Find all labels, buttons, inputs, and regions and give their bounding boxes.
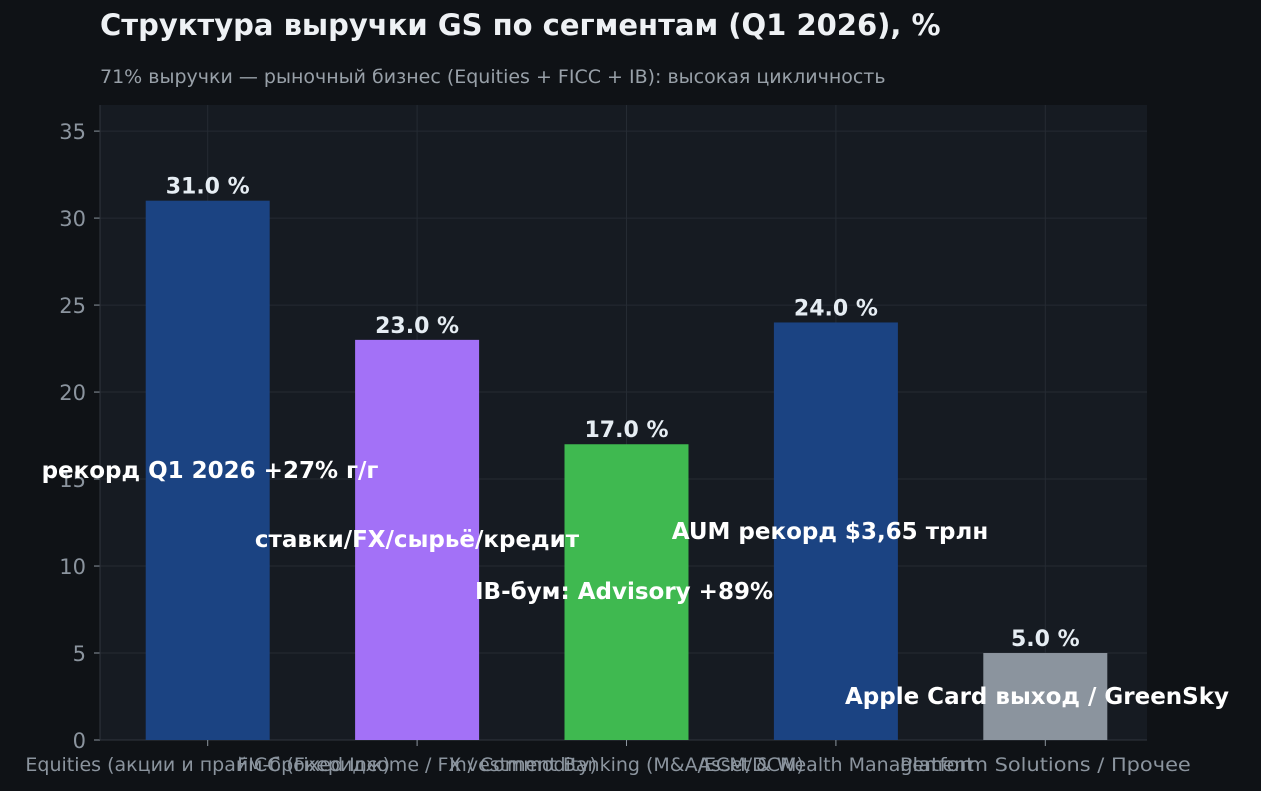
y-tick-label: 30 <box>59 207 86 231</box>
y-tick-label: 25 <box>59 294 86 318</box>
bar <box>564 444 689 740</box>
data-label: 24.0 % <box>794 296 878 321</box>
y-tick-label: 15 <box>59 468 86 492</box>
bar <box>145 200 270 740</box>
chart-title: Структура выручки GS по сегментам (Q1 20… <box>100 8 941 42</box>
y-tick-label: 5 <box>73 642 86 666</box>
x-tick-label: Equities (акции и прайм-брокеридж) <box>25 754 390 776</box>
data-label: 5.0 % <box>1011 627 1080 652</box>
annotation: AUM рекорд $3,65 трлн <box>672 519 988 545</box>
data-label: 31.0 % <box>166 175 250 200</box>
x-tick-label: FICC (Fixed Income / FX / Commodity) <box>237 754 597 776</box>
annotation: рекорд Q1 2026 +27% г/г <box>42 458 379 484</box>
bar <box>773 322 898 740</box>
y-tick-label: 35 <box>59 120 86 144</box>
bar <box>355 339 480 740</box>
x-tick-label: Asset & Wealth Management <box>698 754 974 776</box>
chart-subtitle: 71% выручки — рыночный бизнес (Equities … <box>100 66 886 88</box>
y-tick-label: 20 <box>59 381 86 405</box>
y-tick-label: 10 <box>59 555 86 579</box>
annotation: ставки/FX/сырьё/кредит <box>255 527 580 553</box>
annotation: IB-бум: Advisory +89% <box>475 579 773 605</box>
y-tick-label: 0 <box>73 729 86 753</box>
annotation: Apple Card выход / GreenSky <box>845 684 1229 710</box>
x-tick-label: Investment Banking (M&A/ECM/DCM) <box>449 754 804 776</box>
x-tick-label: Platform Solutions / Прочее <box>900 754 1191 776</box>
bar <box>983 653 1108 740</box>
data-label: 17.0 % <box>585 418 669 443</box>
data-label: 23.0 % <box>375 314 459 339</box>
